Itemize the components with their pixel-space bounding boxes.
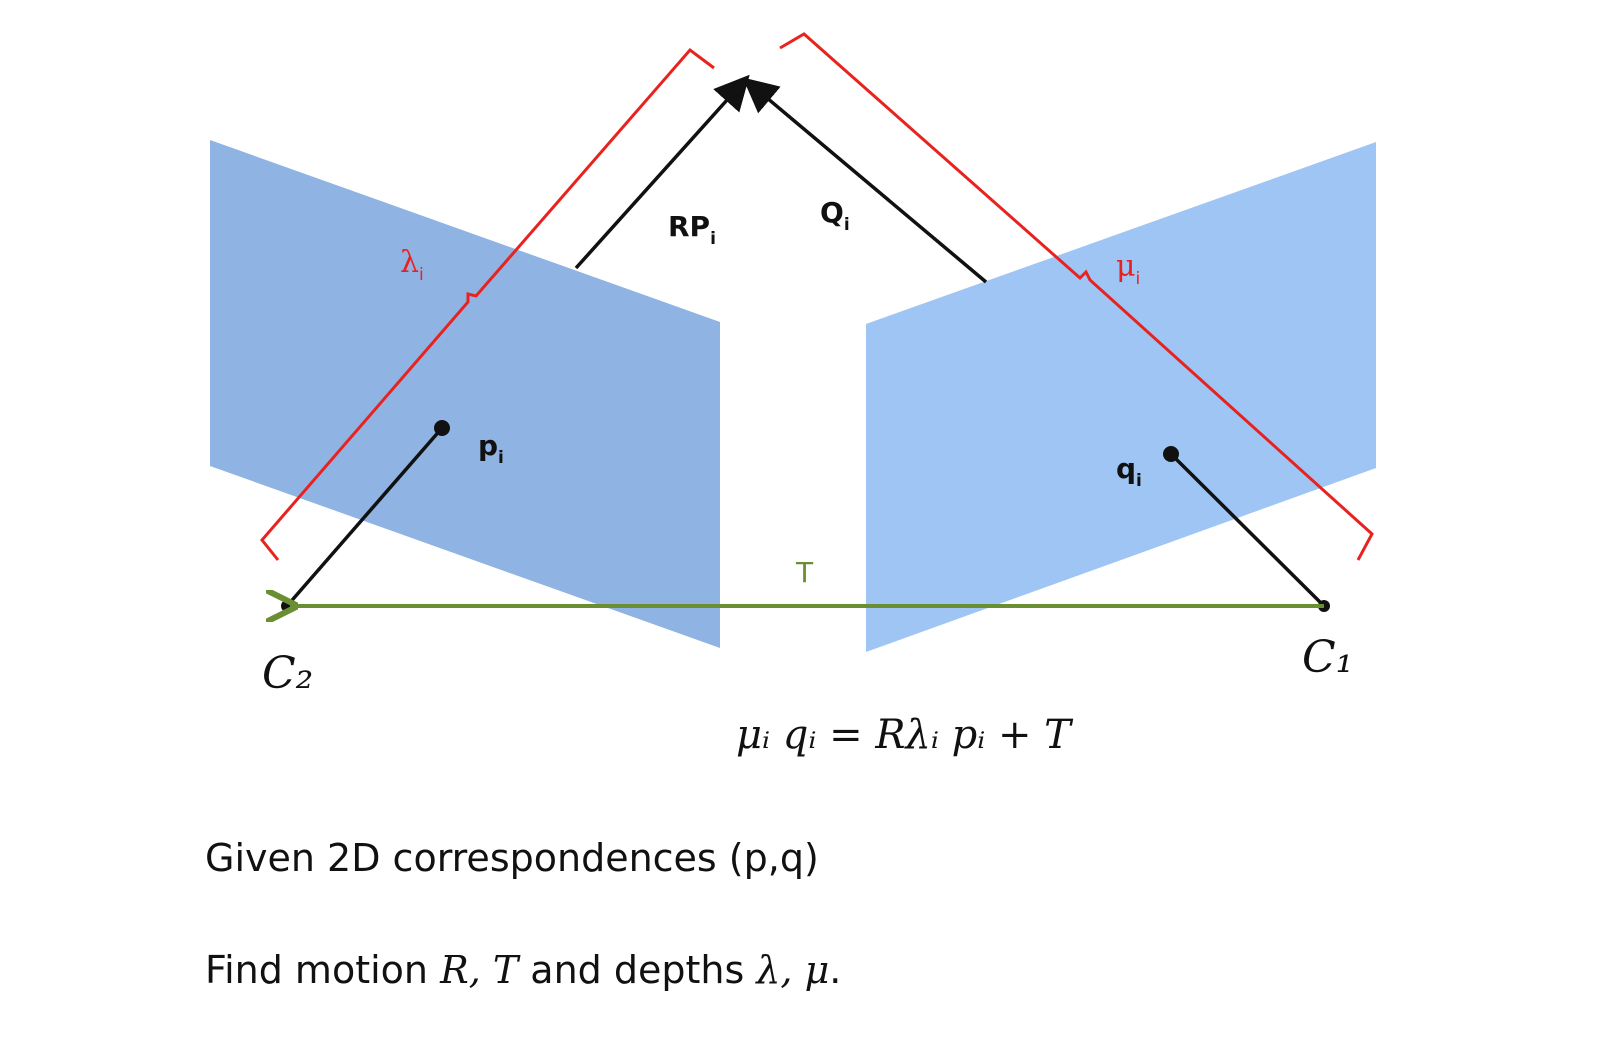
q-vector-label: Qi: [820, 196, 850, 235]
c2-to-p-ray: [285, 426, 444, 608]
mu-bracket: [779, 32, 1374, 561]
right-image-plane: [866, 142, 1376, 652]
mu-label: μi: [1116, 249, 1140, 289]
caption-depth-symbols: λ, μ: [756, 948, 830, 992]
t-label: T: [795, 556, 814, 589]
rp-ray: [574, 74, 750, 270]
c1-to-q-ray: [1169, 452, 1326, 608]
c2-label: C₂: [262, 648, 313, 699]
caption-depths-text: and depths: [518, 948, 757, 992]
lambda-label: λi: [400, 245, 424, 285]
caption-line-1: Given 2D correspondences (p,q): [205, 836, 819, 880]
caption-period: .: [829, 948, 842, 992]
c1-label: C₁: [1302, 632, 1353, 683]
handwritten-equation: μᵢ qᵢ = Rλᵢ pᵢ + T: [736, 712, 1074, 758]
q-ray: [742, 77, 988, 284]
caption-motion-symbols: R, T: [440, 948, 519, 992]
point-q: [1163, 446, 1179, 462]
p-label: pi: [478, 429, 504, 468]
rp-label: RPi: [668, 210, 716, 249]
caption-find-text: Find motion: [205, 948, 441, 992]
q-label: qi: [1116, 452, 1142, 491]
caption-line-2: Find motion R, T and depths λ, μ.: [205, 948, 841, 992]
lambda-bracket: [260, 47, 715, 561]
left-image-plane: [210, 140, 720, 648]
point-p: [434, 420, 450, 436]
